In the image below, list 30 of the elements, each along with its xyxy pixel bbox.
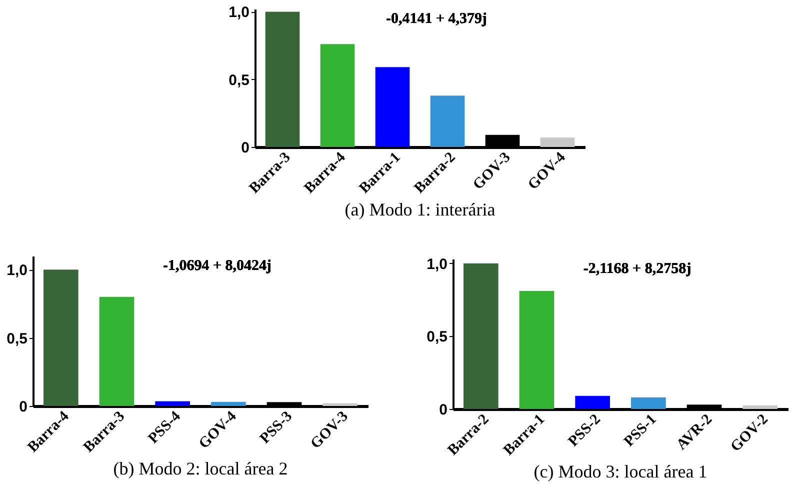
bar [519, 291, 554, 409]
annotation: -2,1168 + 8,2758j [583, 261, 692, 277]
y-tick-label: 1,0 [6, 262, 28, 280]
y-tick-label: 1,0 [426, 256, 448, 273]
bar [630, 397, 666, 409]
bar [575, 396, 610, 409]
y-tick-label: 0,5 [6, 330, 28, 348]
bar [320, 44, 355, 147]
bar [375, 67, 410, 147]
y-tick-label: 1,0 [228, 4, 250, 22]
bar [43, 270, 78, 406]
annotation: -0,4141 + 4,379j [386, 11, 488, 27]
bar [540, 138, 575, 147]
bar [742, 405, 778, 409]
bar [322, 403, 358, 406]
bar [155, 401, 190, 406]
annotation: -1,0694 + 8,0424j [162, 258, 272, 274]
bar [463, 263, 498, 409]
y-tick-label: 0 [439, 402, 448, 418]
bar [265, 12, 300, 147]
text: (a) Modo 1: interária [344, 200, 496, 220]
bar [210, 402, 246, 406]
y-tick-label: 0,5 [426, 328, 448, 346]
bar [430, 96, 465, 147]
y-tick-label: 0 [19, 398, 28, 416]
text: (c) Modo 3: local área 1 [534, 462, 708, 482]
y-tick-label: 0,5 [228, 72, 250, 89]
bar [99, 296, 134, 406]
y-tick-label: 0 [241, 140, 250, 156]
text: (b) Modo 2: local área 2 [113, 458, 288, 479]
